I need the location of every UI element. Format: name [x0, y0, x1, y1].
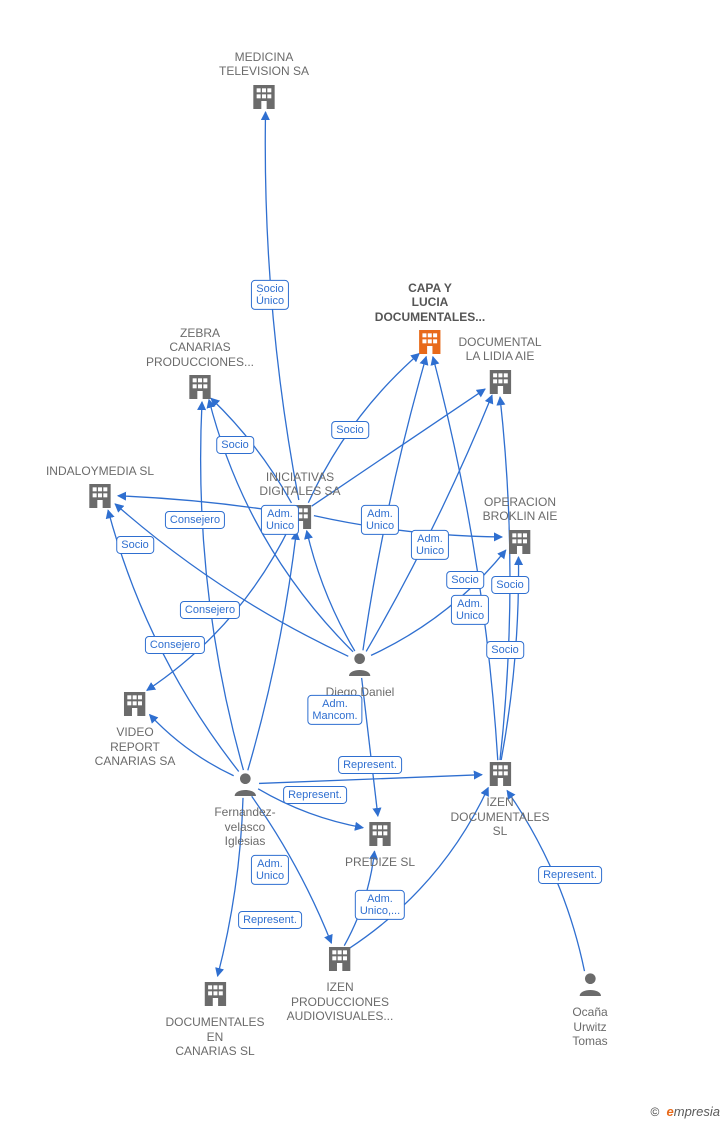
- brand-rest: mpresia: [674, 1104, 720, 1119]
- edge: [371, 550, 506, 655]
- edge: [500, 397, 510, 760]
- edge: [258, 789, 363, 828]
- brand-e: e: [667, 1104, 674, 1119]
- edge: [209, 400, 353, 652]
- edge: [307, 531, 355, 651]
- watermark: © empresia: [650, 1104, 720, 1119]
- edge: [248, 532, 297, 771]
- edge: [211, 398, 291, 503]
- edge: [115, 504, 348, 656]
- edge: [344, 851, 374, 946]
- edge: [259, 775, 482, 784]
- edge: [108, 510, 239, 771]
- graph-canvas: [0, 0, 728, 1125]
- edge: [507, 791, 584, 972]
- edge: [362, 678, 378, 816]
- copyright-symbol: ©: [650, 1105, 659, 1119]
- edge: [252, 796, 332, 943]
- edge: [314, 516, 502, 537]
- edge: [150, 715, 234, 776]
- edge: [308, 353, 419, 502]
- edge: [218, 798, 243, 976]
- edge: [349, 788, 488, 949]
- edge: [265, 112, 299, 500]
